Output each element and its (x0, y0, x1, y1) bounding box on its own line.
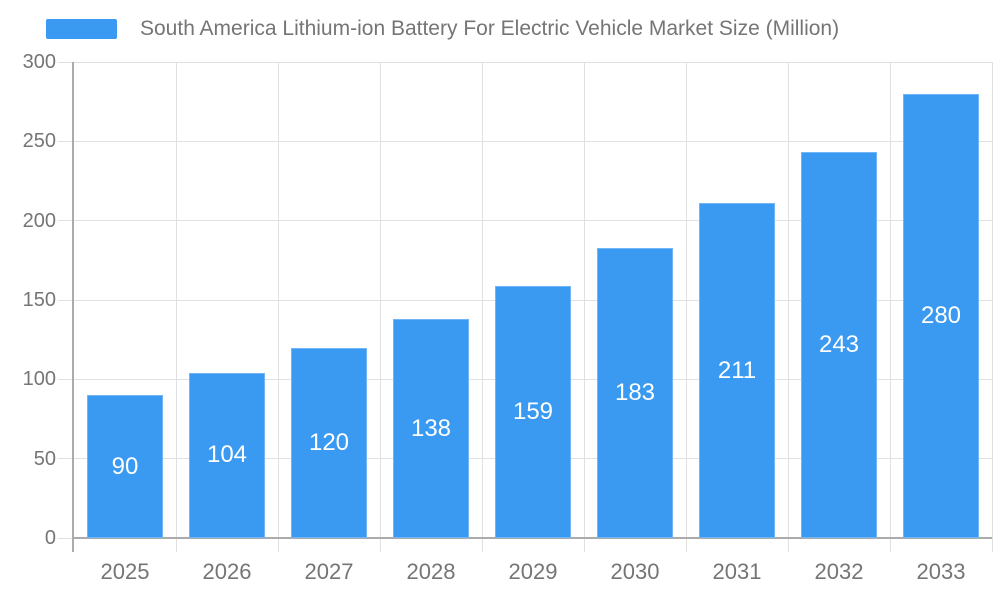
category-gridline (481, 62, 483, 552)
x-tick-label: 2027 (304, 559, 354, 584)
y-tick-label: 0 (44, 527, 56, 549)
bar[interactable]: 138 (393, 319, 469, 538)
bar[interactable]: 211 (699, 203, 775, 538)
category-gridline (277, 62, 279, 552)
bar[interactable]: 120 (291, 347, 367, 538)
bar[interactable]: 159 (495, 285, 571, 538)
bar[interactable]: 183 (597, 247, 673, 538)
bar-value-label: 120 (308, 428, 350, 456)
bar-value-label: 104 (206, 441, 248, 469)
legend-item[interactable]: South America Lithium-ion Battery For El… (46, 17, 839, 41)
bar-value-label: 243 (818, 331, 860, 359)
bar-value-label: 280 (920, 301, 962, 329)
legend-swatch (46, 19, 117, 39)
bar-value-label: 90 (111, 452, 139, 480)
bar-value-label: 211 (717, 356, 757, 384)
y-tick-label: 50 (33, 447, 56, 470)
y-gridline (58, 61, 992, 63)
x-tick-label: 2025 (100, 559, 150, 584)
legend-label: South America Lithium-ion Battery For El… (140, 17, 840, 40)
x-tick-label: 2029 (508, 559, 558, 584)
bar[interactable]: 104 (189, 372, 265, 538)
category-gridline (685, 62, 687, 552)
x-tick-label: 2033 (916, 559, 966, 584)
category-gridline (583, 62, 585, 552)
y-gridline (58, 140, 992, 142)
bar[interactable]: 90 (87, 395, 163, 538)
y-tick-label: 100 (22, 368, 56, 391)
category-gridline (991, 62, 993, 552)
bar[interactable]: 280 (903, 93, 979, 538)
x-tick-label: 2030 (610, 559, 660, 584)
x-tick-label: 2032 (814, 559, 864, 584)
y-gridline (58, 220, 992, 222)
x-axis-line (72, 537, 992, 539)
y-tick-label: 200 (22, 209, 56, 232)
x-tick-label: 2031 (712, 559, 762, 584)
x-tick-label: 2028 (406, 559, 456, 584)
bar[interactable]: 243 (801, 152, 877, 538)
x-tick-label: 2026 (202, 559, 252, 584)
category-gridline (175, 62, 177, 552)
y-axis-line (72, 62, 74, 552)
bar-value-label: 138 (410, 414, 452, 442)
category-gridline (379, 62, 381, 552)
bar-value-label: 159 (512, 397, 554, 425)
bar-value-label: 183 (614, 378, 656, 406)
y-tick-label: 250 (22, 130, 56, 153)
category-gridline (787, 62, 789, 552)
y-tick-label: 300 (22, 51, 56, 73)
category-gridline (889, 62, 891, 552)
y-tick-label: 150 (22, 289, 56, 311)
